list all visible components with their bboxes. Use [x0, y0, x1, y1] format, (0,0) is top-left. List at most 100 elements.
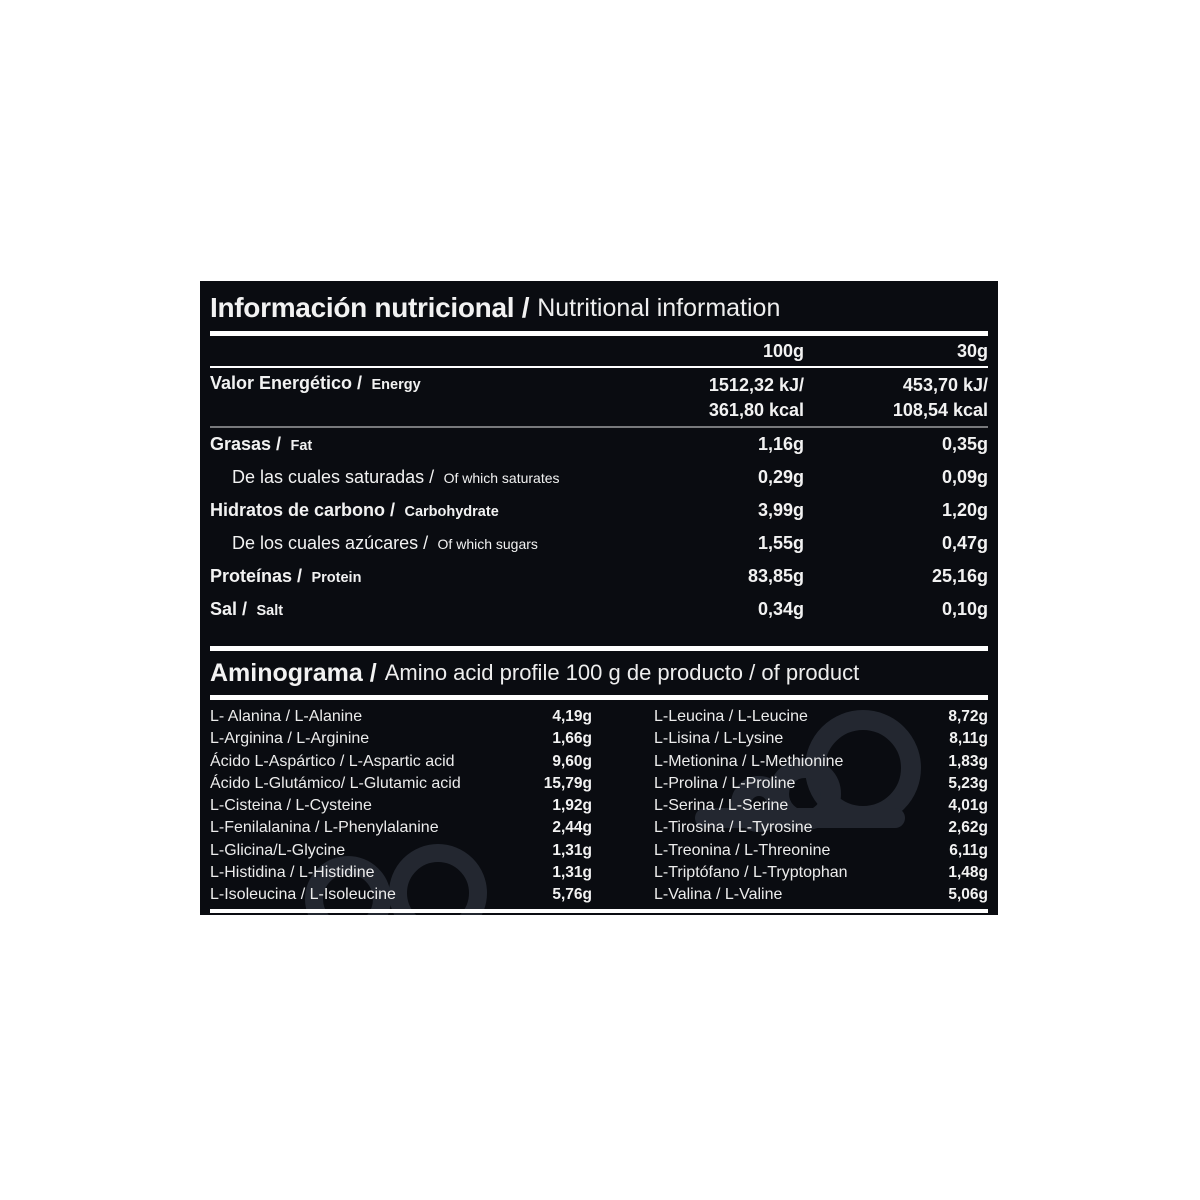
amino-label: L-Isoleucina / L-Isoleucine: [210, 886, 396, 904]
amino-label: L-Lisina / L-Lysine: [654, 730, 784, 748]
amino-value: 1,31g: [552, 841, 592, 859]
amino-row-threonine: L-Treonina / L-Threonine 6,11g: [654, 840, 988, 862]
amino-row-proline: L-Prolina / L-Proline 5,23g: [654, 773, 988, 795]
row-protein-label: Proteínas / Protein: [210, 566, 634, 587]
amino-row-serine: L-Serina / L-Serine 4,01g: [654, 795, 988, 817]
row-fat-label-en: Fat: [290, 438, 313, 454]
row-saturates-value-30g: 0,09g: [941, 467, 988, 487]
aminogram-title: Aminograma / Amino acid profile 100 g de…: [210, 651, 988, 695]
row-sugars-value-100g: 1,55g: [757, 533, 804, 553]
amino-value: 4,19g: [552, 708, 592, 725]
row-sugars: De los cuales azúcares / Of which sugars…: [210, 527, 988, 560]
row-energy-value-100g-kcal: 361,80 kcal: [708, 400, 804, 420]
amino-row-isoleucine: L-Isoleucina / L-Isoleucine 5,76g: [210, 884, 592, 906]
amino-value: 6,11g: [949, 841, 988, 859]
amino-label: L-Treonina / L-Threonine: [654, 841, 831, 859]
amino-row-glutamic: Ácido L-Glutámico/ L-Glutamic acid 15,79…: [210, 773, 592, 795]
amino-label: L-Prolina / L-Proline: [654, 774, 796, 792]
aminogram-table: L- Alanina / L-Alanine 4,19g L-Arginina …: [210, 700, 988, 907]
row-energy-label-es: Valor Energético /: [210, 373, 363, 393]
amino-label: Ácido L-Aspártico / L-Aspartic acid: [210, 752, 455, 770]
amino-row-tryptophan: L-Triptófano / L-Tryptophan 1,48g: [654, 862, 988, 884]
amino-value: 4,01g: [948, 797, 988, 815]
nutrition-title: Información nutricional / Nutritional in…: [210, 285, 988, 331]
row-saturates-label-es: De las cuales saturadas /: [232, 467, 435, 487]
col-header-100g: 100g: [762, 340, 804, 361]
amino-label: L-Triptófano / L-Tryptophan: [654, 864, 848, 882]
row-fat: Grasas / Fat 1,16g 0,35g: [210, 428, 988, 461]
amino-value: 5,76g: [552, 886, 592, 904]
row-energy-value-30g-kcal: 108,54 kcal: [892, 400, 988, 420]
row-carbohydrate: Hidratos de carbono / Carbohydrate 3,99g…: [210, 494, 988, 527]
amino-label: L-Tirosina / L-Tyrosine: [654, 819, 813, 837]
row-fat-value-30g: 0,35g: [941, 434, 988, 454]
row-carbohydrate-label-en: Carbohydrate: [404, 504, 499, 520]
amino-value: 5,06g: [948, 886, 988, 904]
amino-label: L-Histidina / L-Histidine: [210, 864, 375, 882]
amino-row-histidine: L-Histidina / L-Histidine 1,31g: [210, 862, 592, 884]
row-sugars-label-es: De los cuales azúcares /: [232, 533, 429, 553]
row-energy-label: Valor Energético / Energy: [210, 373, 634, 394]
spacer: [210, 626, 988, 646]
nutrition-label-panel: Información nutricional / Nutritional in…: [200, 281, 998, 915]
amino-label: L-Arginina / L-Arginine: [210, 730, 370, 748]
row-saturates-label-en: Of which saturates: [443, 470, 560, 486]
row-fat-label: Grasas / Fat: [210, 434, 634, 455]
amino-value: 1,66g: [552, 730, 592, 748]
row-energy-value-30g-kj: 453,70 kJ/: [902, 375, 988, 395]
amino-row-valine: L-Valina / L-Valine 5,06g: [654, 884, 988, 906]
aminogram-title-en: Amino acid profile 100 g de producto / o…: [384, 660, 860, 685]
row-energy-label-en: Energy: [371, 377, 421, 393]
row-protein-value-30g: 25,16g: [931, 566, 988, 586]
row-energy-value-100g: 1512,32 kJ/ 361,80 kcal: [634, 373, 804, 423]
amino-row-glycine: L-Glicina/L-Glycine 1,31g: [210, 840, 592, 862]
amino-label: Ácido L-Glutámico/ L-Glutamic acid: [210, 774, 461, 792]
amino-value: 2,62g: [948, 819, 988, 837]
amino-value: 9,60g: [552, 752, 592, 770]
row-saturates: De las cuales saturadas / Of which satur…: [210, 461, 988, 494]
row-fat-label-es: Grasas /: [210, 434, 282, 454]
amino-row-alanine: L- Alanina / L-Alanine 4,19g: [210, 706, 592, 728]
row-carbohydrate-value-30g: 1,20g: [941, 500, 988, 520]
row-salt-label: Sal / Salt: [210, 599, 634, 620]
row-protein: Proteínas / Protein 83,85g 25,16g: [210, 560, 988, 593]
amino-value: 8,72g: [948, 708, 988, 725]
amino-row-tyrosine: L-Tirosina / L-Tyrosine 2,62g: [654, 817, 988, 839]
col-header-30g: 30g: [956, 340, 988, 361]
row-energy-value-30g: 453,70 kJ/ 108,54 kcal: [804, 373, 988, 423]
nutrition-title-es: Información nutricional /: [210, 292, 530, 323]
amino-row-lysine: L-Lisina / L-Lysine 8,11g: [654, 728, 988, 750]
amino-value: 1,31g: [552, 864, 592, 882]
row-sugars-label-en: Of which sugars: [437, 536, 538, 552]
amino-value: 1,92g: [552, 797, 592, 815]
divider-under-title: [210, 331, 988, 336]
divider-under-energy: [210, 426, 988, 428]
row-salt-value-30g: 0,10g: [941, 599, 988, 619]
aminogram-right-column: L-Leucina / L-Leucine 8,72g L-Lisina / L…: [654, 706, 988, 907]
divider-under-columns: [210, 366, 988, 368]
amino-label: L-Serina / L-Serine: [654, 797, 789, 815]
amino-row-arginine: L-Arginina / L-Arginine 1,66g: [210, 728, 592, 750]
amino-value: 15,79g: [543, 774, 592, 792]
aminogram-left-column: L- Alanina / L-Alanine 4,19g L-Arginina …: [210, 706, 592, 907]
row-saturates-label: De las cuales saturadas / Of which satur…: [210, 467, 634, 488]
amino-label: L-Cisteina / L-Cysteine: [210, 797, 372, 815]
amino-row-leucine: L-Leucina / L-Leucine 8,72g: [654, 706, 988, 728]
amino-value: 2,44g: [552, 819, 592, 837]
amino-row-phenylalanine: L-Fenilalanina / L-Phenylalanine 2,44g: [210, 817, 592, 839]
amino-label: L-Metionina / L-Methionine: [654, 752, 844, 770]
row-sugars-value-30g: 0,47g: [941, 533, 988, 553]
row-sugars-label: De los cuales azúcares / Of which sugars: [210, 533, 634, 554]
amino-value: 1,83g: [948, 752, 988, 770]
divider-bottom: [210, 908, 988, 913]
nutrition-title-en: Nutritional information: [537, 293, 781, 322]
row-saturates-value-100g: 0,29g: [757, 467, 804, 487]
amino-label: L-Valina / L-Valine: [654, 886, 783, 904]
aminogram-title-es: Aminograma /: [210, 658, 377, 687]
row-salt-label-en: Salt: [256, 603, 284, 619]
row-energy: Valor Energético / Energy 1512,32 kJ/ 36…: [210, 368, 988, 426]
amino-value: 5,23g: [948, 774, 988, 792]
row-salt-label-es: Sal /: [210, 599, 248, 619]
amino-row-aspartic: Ácido L-Aspártico / L-Aspartic acid 9,60…: [210, 751, 592, 773]
